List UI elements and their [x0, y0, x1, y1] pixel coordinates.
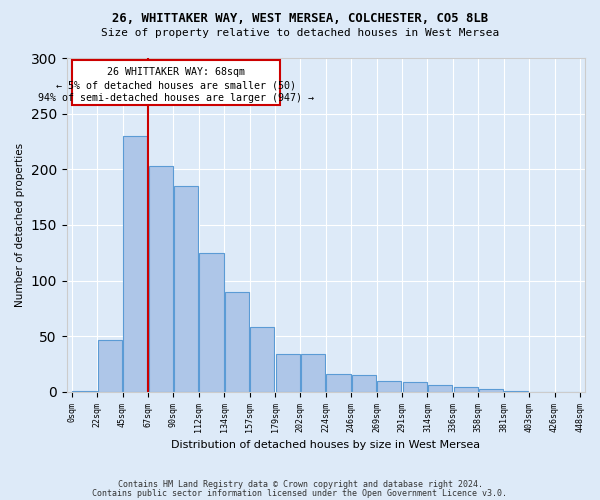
Bar: [352, 375, 376, 392]
Bar: [225, 292, 249, 392]
Text: Contains public sector information licensed under the Open Government Licence v3: Contains public sector information licen…: [92, 489, 508, 498]
Bar: [250, 328, 274, 392]
Bar: [123, 136, 148, 392]
Bar: [428, 386, 452, 392]
Text: Size of property relative to detached houses in West Mersea: Size of property relative to detached ho…: [101, 28, 499, 38]
Text: 94% of semi-detached houses are larger (947) →: 94% of semi-detached houses are larger (…: [38, 92, 314, 102]
Text: 26 WHITTAKER WAY: 68sqm: 26 WHITTAKER WAY: 68sqm: [107, 67, 245, 77]
Bar: [174, 186, 198, 392]
Bar: [98, 340, 122, 392]
Bar: [73, 391, 97, 392]
Bar: [301, 354, 325, 392]
Bar: [199, 253, 224, 392]
Bar: [403, 382, 427, 392]
Bar: [275, 354, 300, 392]
X-axis label: Distribution of detached houses by size in West Mersea: Distribution of detached houses by size …: [171, 440, 481, 450]
Bar: [479, 388, 503, 392]
Bar: [505, 391, 529, 392]
Text: ← 5% of detached houses are smaller (50): ← 5% of detached houses are smaller (50): [56, 80, 296, 90]
Bar: [377, 381, 401, 392]
FancyBboxPatch shape: [72, 60, 280, 105]
Text: Contains HM Land Registry data © Crown copyright and database right 2024.: Contains HM Land Registry data © Crown c…: [118, 480, 482, 489]
Bar: [326, 374, 350, 392]
Bar: [149, 166, 173, 392]
Bar: [454, 388, 478, 392]
Text: 26, WHITTAKER WAY, WEST MERSEA, COLCHESTER, CO5 8LB: 26, WHITTAKER WAY, WEST MERSEA, COLCHEST…: [112, 12, 488, 26]
Y-axis label: Number of detached properties: Number of detached properties: [15, 143, 25, 307]
